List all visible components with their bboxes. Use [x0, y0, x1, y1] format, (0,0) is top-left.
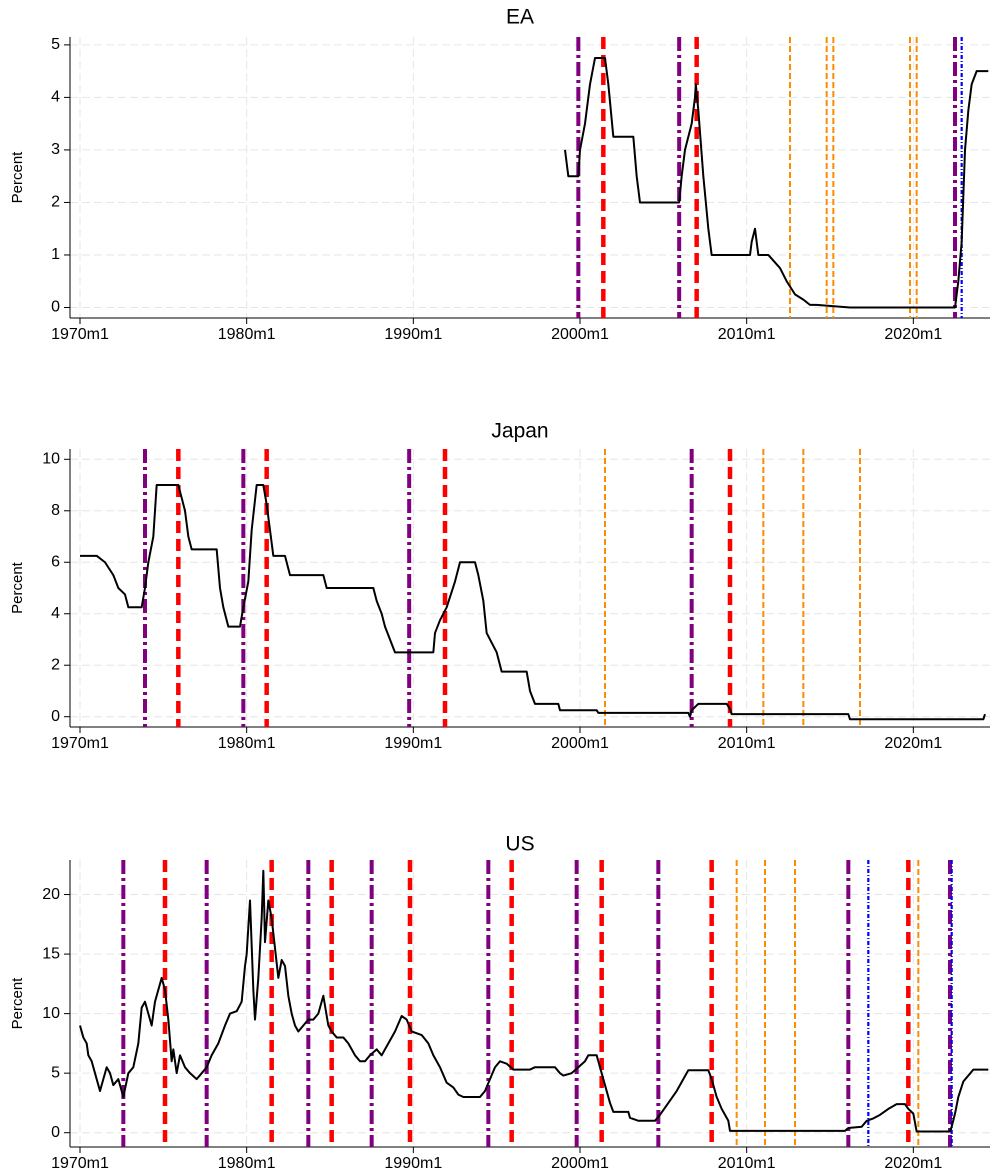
y-tick-label: 2 — [51, 194, 60, 211]
rate-line — [564, 57, 989, 309]
x-tick-label: 2000m1 — [551, 1155, 609, 1172]
y-tick-label: 8 — [51, 502, 60, 519]
panel-title: US — [505, 833, 534, 856]
x-tick-label: 2010m1 — [718, 735, 776, 752]
rate-line — [79, 869, 989, 1133]
y-tick-label: 4 — [51, 89, 60, 106]
x-tick-label: 1970m1 — [51, 735, 109, 752]
x-tick-label: 2010m1 — [718, 1155, 776, 1172]
y-axis-label: Percent — [9, 151, 26, 204]
y-axis-label: Percent — [9, 977, 26, 1030]
x-tick-label: 1980m1 — [218, 735, 276, 752]
y-tick-label: 0 — [51, 1124, 60, 1141]
x-tick-label: 2020m1 — [884, 1155, 942, 1172]
x-tick-label: 2000m1 — [551, 735, 609, 752]
y-tick-label: 3 — [51, 141, 60, 158]
x-tick-label: 1980m1 — [218, 1155, 276, 1172]
x-tick-label: 2020m1 — [884, 326, 942, 343]
y-tick-label: 15 — [42, 945, 60, 962]
y-tick-label: 6 — [51, 553, 60, 570]
x-tick-label: 1980m1 — [218, 326, 276, 343]
panel: US Percent 0 5 10 15 20 1970m1 1980m1 1990m1 2000m… — [9, 833, 990, 1172]
y-tick-label: 0 — [51, 708, 60, 725]
y-tick-label: 5 — [51, 36, 60, 53]
y-tick-label: 2 — [51, 656, 60, 673]
panel-title: Japan — [491, 420, 548, 443]
panel-title: EA — [506, 6, 534, 29]
y-tick-label: 10 — [42, 1005, 60, 1022]
y-axis-label: Percent — [9, 561, 26, 614]
y-tick-label: 20 — [42, 886, 60, 903]
y-tick-label: 5 — [51, 1064, 60, 1081]
panel: EA Percent 0 1 2 3 4 5 1970m1 1980m1 1990m1 2000m1 2… — [9, 6, 990, 343]
y-tick-label: 1 — [51, 246, 60, 263]
y-tick-label: 4 — [51, 605, 60, 622]
x-tick-label: 2010m1 — [718, 326, 776, 343]
y-tick-label: 10 — [42, 451, 60, 468]
x-tick-label: 1990m1 — [384, 735, 442, 752]
x-tick-label: 1990m1 — [384, 1155, 442, 1172]
x-tick-label: 1970m1 — [51, 326, 109, 343]
x-tick-label: 2020m1 — [884, 735, 942, 752]
x-tick-label: 1970m1 — [51, 1155, 109, 1172]
panel: Japan Percent 0 2 4 6 8 10 1970m1 1980m1 1990m1 200… — [9, 420, 990, 752]
x-tick-label: 1990m1 — [384, 326, 442, 343]
rate-line — [80, 484, 986, 721]
y-tick-label: 0 — [51, 299, 60, 316]
x-tick-label: 2000m1 — [551, 326, 609, 343]
